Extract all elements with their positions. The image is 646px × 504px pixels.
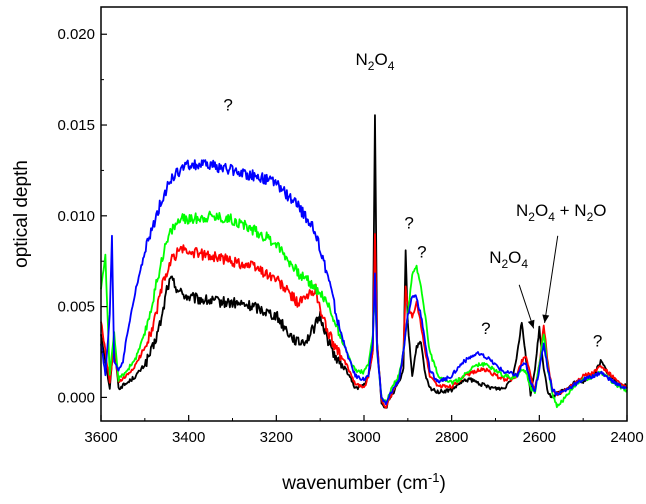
annotation-arrow-2 bbox=[544, 235, 559, 324]
x-tick-label: 3600 bbox=[84, 429, 117, 446]
annotation-4: ? bbox=[417, 243, 426, 262]
annotation-5: ? bbox=[481, 319, 490, 338]
y-tick-label: 0.005 bbox=[57, 299, 95, 316]
x-tick-label: 3000 bbox=[347, 429, 380, 446]
annotation-7: N2O4 + N2O bbox=[516, 201, 606, 224]
series-line-4 bbox=[100, 159, 628, 406]
annotation-2: N2O4 bbox=[356, 50, 395, 73]
y-tick-label: 0.015 bbox=[57, 117, 95, 134]
annotation-layer: ? N2O4??? N2O4 N2O4 + N2O? bbox=[223, 50, 606, 350]
series-line-1 bbox=[100, 114, 628, 409]
series-line-2 bbox=[100, 232, 628, 409]
x-tick-label: 3400 bbox=[172, 429, 205, 446]
series-layer bbox=[100, 114, 628, 409]
annotation-3: ? bbox=[404, 214, 413, 233]
arrow-head-2 bbox=[542, 314, 550, 323]
x-axis-title-exponent: -1 bbox=[428, 470, 440, 485]
arrow-head-1 bbox=[527, 319, 535, 329]
x-axis-title-base: wavenumber (cm bbox=[281, 473, 428, 494]
tick-layer: 3600 3400 3200 3000 2800 2600 2400 0.000 0.005 0.… bbox=[57, 26, 643, 446]
y-tick-label: 0.010 bbox=[57, 208, 95, 225]
x-tick-label: 2800 bbox=[435, 429, 468, 446]
y-tick-label: 0.000 bbox=[57, 389, 95, 406]
y-axis-title: optical depth bbox=[11, 160, 32, 268]
x-axis-title: wavenumber (cm-1) bbox=[281, 470, 446, 494]
x-tick-label: 2400 bbox=[610, 429, 643, 446]
x-tick-label: 2600 bbox=[523, 429, 556, 446]
annotation-1: ? bbox=[223, 96, 232, 115]
x-tick-label: 3200 bbox=[260, 429, 293, 446]
annotation-8: ? bbox=[593, 332, 602, 351]
x-axis-title-close: ) bbox=[439, 473, 445, 494]
annotation-6: N2O4 bbox=[489, 248, 528, 271]
y-tick-label: 0.020 bbox=[57, 26, 95, 43]
